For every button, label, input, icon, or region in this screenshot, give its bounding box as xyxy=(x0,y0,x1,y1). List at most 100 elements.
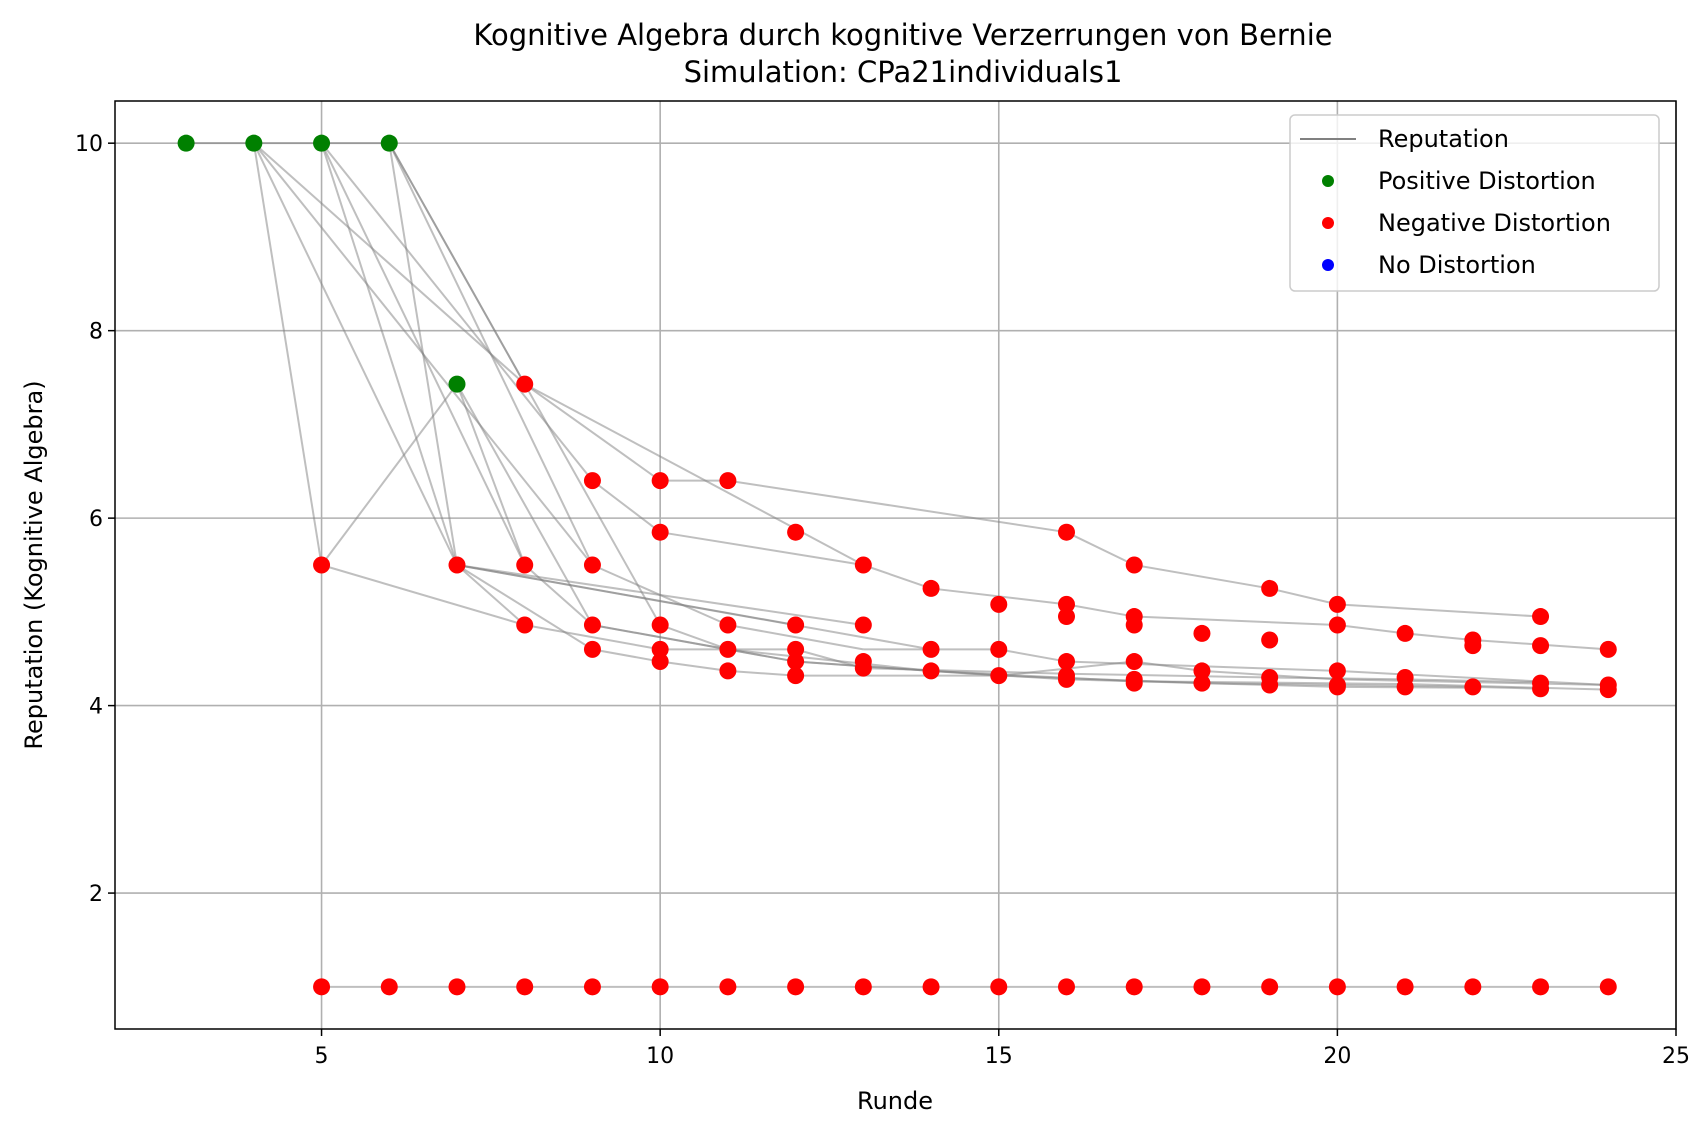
negative-distortion-point xyxy=(990,595,1008,613)
reputation-line xyxy=(524,383,661,482)
legend-label-reputation: Reputation xyxy=(1378,125,1509,153)
positive-distortion-point xyxy=(313,134,331,152)
negative-distortion-point xyxy=(1125,616,1143,634)
reputation-line xyxy=(388,142,594,566)
reputation-line xyxy=(998,648,1067,663)
negative-distortion-point xyxy=(1125,674,1143,692)
negative-distortion-point xyxy=(516,616,534,634)
reputation-line xyxy=(524,383,864,566)
negative-distortion-point xyxy=(583,472,601,490)
negative-distortion-point xyxy=(651,653,669,671)
chart-title: Kognitive Algebra durch kognitive Verzer… xyxy=(473,18,1332,52)
negative-distortion-point xyxy=(1261,676,1279,694)
y-axis-ticks: 2 4 6 8 10 xyxy=(75,132,115,907)
negative-distortion-point xyxy=(1599,978,1617,996)
negative-distortion-point xyxy=(854,556,872,574)
negative-distortion-point xyxy=(787,978,805,996)
negative-distortion-point xyxy=(787,640,805,658)
reputation-line xyxy=(1337,623,1406,635)
negative-distortion-point xyxy=(787,667,805,685)
negative-distortion-point xyxy=(719,978,737,996)
negative-distortion-point xyxy=(583,978,601,996)
negative-distortion-point xyxy=(1261,978,1279,996)
negative-distortion-point xyxy=(516,556,534,574)
positive-distortion-point xyxy=(245,134,263,152)
reputation-line xyxy=(659,624,729,651)
negative-distortion-point xyxy=(583,640,601,658)
negative-distortion-point xyxy=(1057,653,1075,671)
reputation-line xyxy=(727,624,864,651)
negative-distortion-point xyxy=(313,978,331,996)
negative-distortion-point xyxy=(651,616,669,634)
reputation-line xyxy=(591,479,661,533)
reputation-line xyxy=(1066,672,1270,679)
reputation-line xyxy=(592,564,729,626)
negative-distortion-point xyxy=(1532,637,1550,655)
legend-box xyxy=(1289,114,1660,292)
reputation-line xyxy=(1472,685,1541,690)
reputation-line xyxy=(660,531,864,566)
negative-distortion-point xyxy=(854,659,872,677)
negative-distortion-point xyxy=(719,472,737,490)
reputation-line xyxy=(863,564,932,590)
negative-distortion-point xyxy=(1396,678,1414,696)
reputation-line xyxy=(388,143,458,566)
negative-distortion-point xyxy=(1193,978,1211,996)
x-tick-label: 10 xyxy=(646,1044,674,1069)
reputation-line xyxy=(320,142,458,566)
negative-distortion-point xyxy=(1261,579,1279,597)
negative-distortion-point xyxy=(719,640,737,658)
reputation-line xyxy=(1134,615,1338,626)
negative-distortion-point xyxy=(313,556,331,574)
negative-distortion-point xyxy=(990,978,1008,996)
negative-distortion-point xyxy=(516,978,534,996)
negative-distortion-point xyxy=(1532,680,1550,698)
reputation-line xyxy=(1269,587,1338,606)
y-tick-label: 8 xyxy=(89,320,103,345)
reputation-line xyxy=(727,669,796,677)
y-tick-label: 6 xyxy=(89,507,103,532)
negative-distortion-point xyxy=(854,616,872,634)
negative-distortion-point xyxy=(448,556,466,574)
negative-distortion-point xyxy=(1464,678,1482,696)
reputation-line xyxy=(456,564,593,651)
legend-label-negative: Negative Distortion xyxy=(1378,209,1611,237)
negative-distortion-point xyxy=(1193,624,1211,642)
reputation-line xyxy=(1269,683,1338,688)
negative-distortion-point xyxy=(1396,624,1414,642)
negative-distortion-point xyxy=(1057,595,1075,613)
negative-distortion-point xyxy=(1599,681,1617,699)
reputation-line xyxy=(1405,632,1473,641)
reputation-line xyxy=(727,648,932,672)
reputation-line xyxy=(456,564,526,626)
negative-distortion-point xyxy=(1193,674,1211,692)
data-points xyxy=(177,134,1617,996)
reputation-line xyxy=(1337,669,1609,686)
x-tick-label: 25 xyxy=(1662,1044,1690,1069)
x-axis-ticks: 5 10 15 20 25 xyxy=(315,1029,1690,1069)
negative-distortion-point xyxy=(854,978,872,996)
negative-distortion-point xyxy=(787,616,805,634)
negative-distortion-point xyxy=(1532,608,1550,626)
reputation-line xyxy=(1337,603,1541,618)
reputation-line xyxy=(320,383,458,566)
negative-distortion-point xyxy=(1057,670,1075,688)
legend: Reputation Positive Distortion Negative … xyxy=(1289,114,1660,292)
legend-blue-marker xyxy=(1322,259,1334,271)
chart-subtitle: Simulation: CPa21individuals1 xyxy=(684,55,1123,89)
y-tick-label: 10 xyxy=(75,132,103,157)
negative-distortion-point xyxy=(719,616,737,634)
reputation-line xyxy=(1066,678,1270,686)
x-tick-label: 15 xyxy=(985,1044,1013,1069)
negative-distortion-point xyxy=(1125,978,1143,996)
reputation-line xyxy=(592,648,661,663)
reputation-line xyxy=(524,564,594,626)
reputation-line xyxy=(592,624,796,663)
negative-distortion-point xyxy=(1599,640,1617,658)
negative-distortion-point xyxy=(1328,678,1346,696)
reputation-line xyxy=(456,564,932,651)
negative-distortion-point xyxy=(651,978,669,996)
reputation-line xyxy=(1066,531,1135,566)
reputation-line xyxy=(253,142,526,385)
plot-frame xyxy=(114,100,1677,1030)
